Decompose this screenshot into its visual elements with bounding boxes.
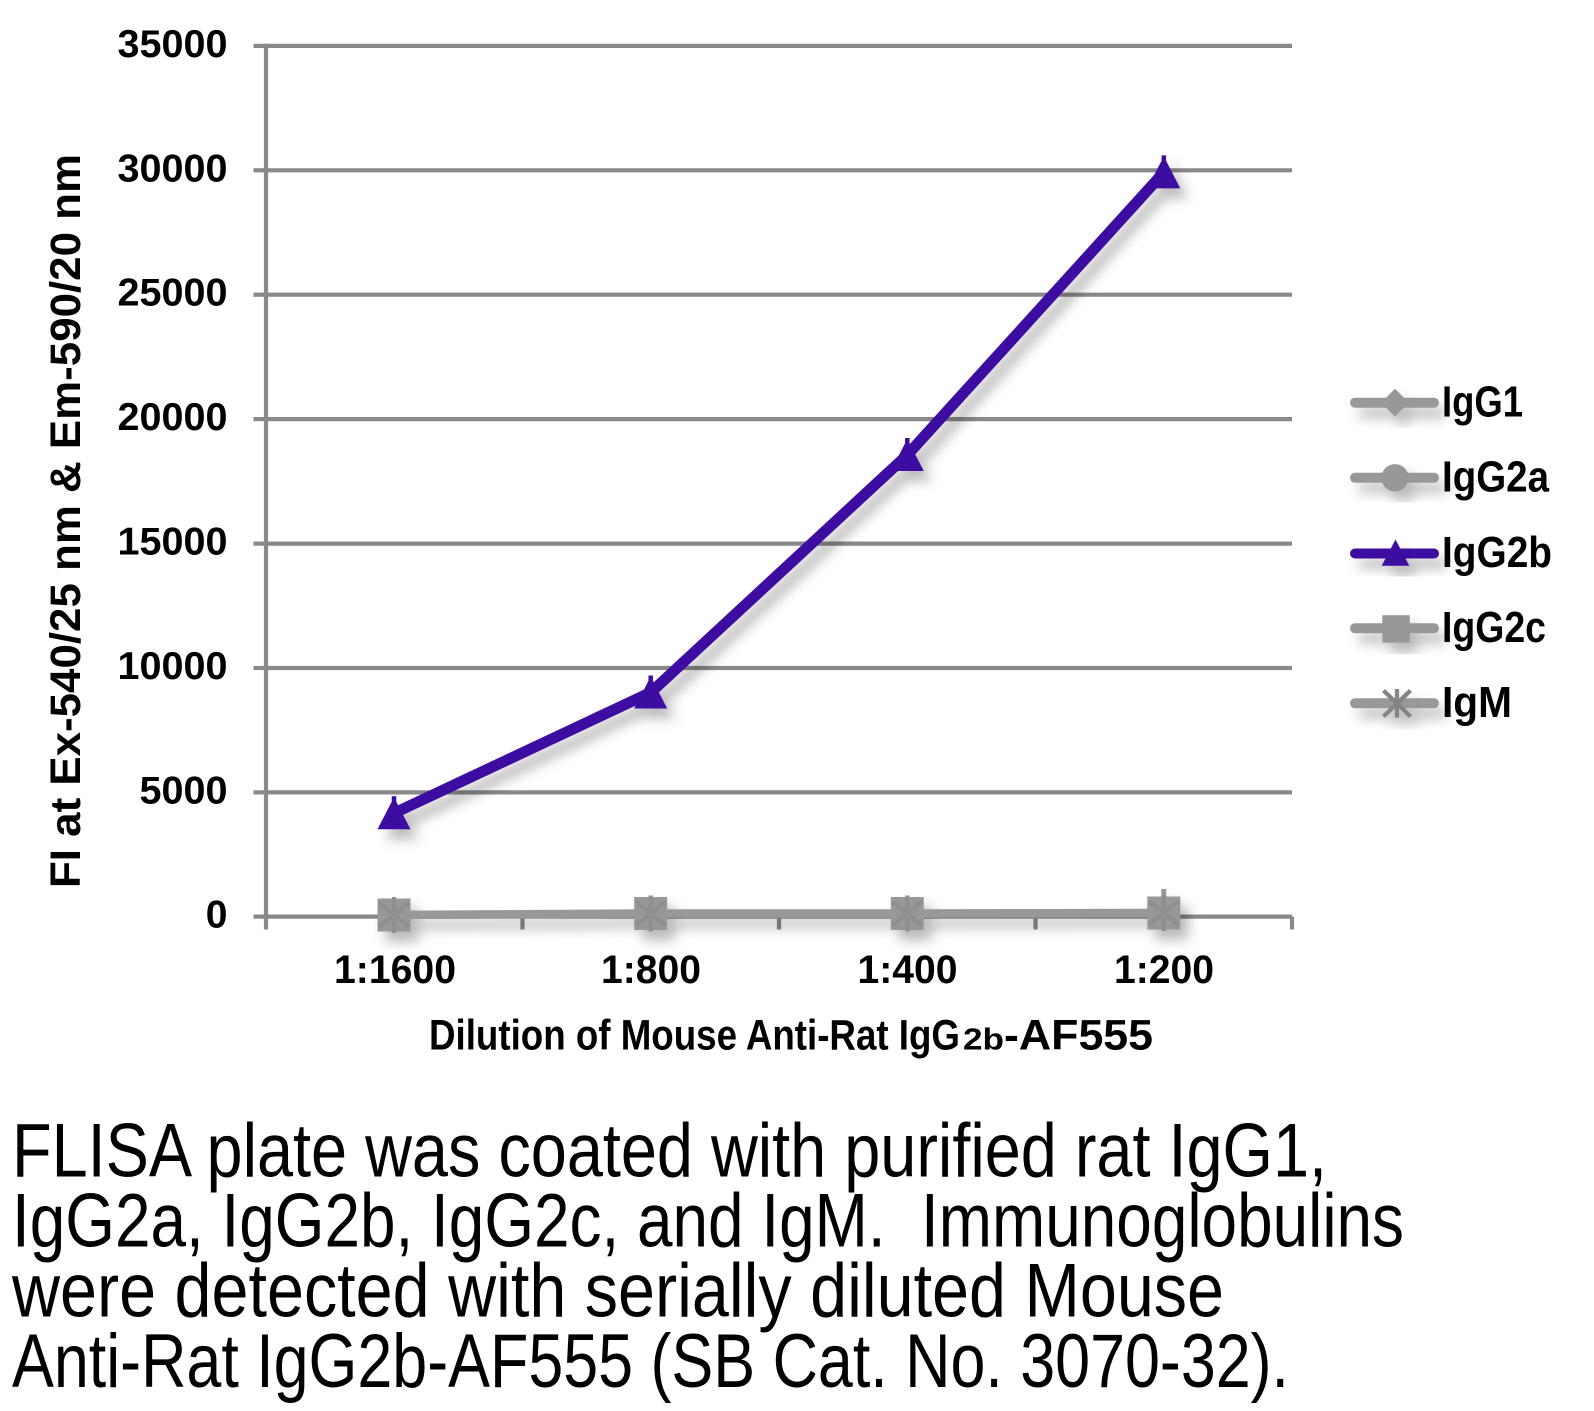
- svg-text:FLISA plate was coated with pu: FLISA plate was coated with purified rat…: [12, 1109, 1327, 1194]
- svg-text:IgG2a: IgG2a: [1442, 453, 1549, 502]
- svg-text:IgG2c: IgG2c: [1442, 603, 1546, 652]
- svg-text:1:1600: 1:1600: [334, 948, 456, 992]
- svg-text:35000: 35000: [118, 23, 228, 66]
- svg-text:IgG2a, IgG2b, IgG2c, and IgM.: IgG2a, IgG2b, IgG2c, and IgM. Immunoglob…: [12, 1179, 1404, 1264]
- svg-text:Anti-Rat IgG2b-AF555 (SB Cat.: Anti-Rat IgG2b-AF555 (SB Cat. No. 3070-3…: [12, 1319, 1289, 1404]
- svg-text:Dilution of Mouse Anti-Rat IgG: Dilution of Mouse Anti-Rat IgG: [429, 1013, 960, 1060]
- svg-text:20000: 20000: [118, 396, 228, 439]
- svg-text:FI at Ex-540/25 nm & Em-590/20: FI at Ex-540/25 nm & Em-590/20 nm: [43, 154, 90, 888]
- svg-text:5000: 5000: [140, 769, 228, 812]
- svg-text:2b: 2b: [963, 1022, 1004, 1057]
- svg-text:1:200: 1:200: [1114, 948, 1214, 992]
- svg-text:10000: 10000: [118, 645, 228, 688]
- svg-text:15000: 15000: [118, 521, 228, 564]
- svg-text:1:400: 1:400: [858, 948, 958, 992]
- svg-text:30000: 30000: [118, 147, 228, 190]
- svg-text:0: 0: [206, 894, 228, 937]
- svg-text:1:800: 1:800: [601, 948, 701, 992]
- svg-text:IgG1: IgG1: [1442, 378, 1523, 427]
- svg-text:IgM: IgM: [1442, 678, 1512, 727]
- svg-text:25000: 25000: [118, 272, 228, 315]
- svg-text:were detected with serially di: were detected with serially diluted Mous…: [11, 1249, 1224, 1334]
- svg-text:-AF555: -AF555: [1004, 1013, 1153, 1060]
- svg-text:IgG2b: IgG2b: [1442, 528, 1552, 577]
